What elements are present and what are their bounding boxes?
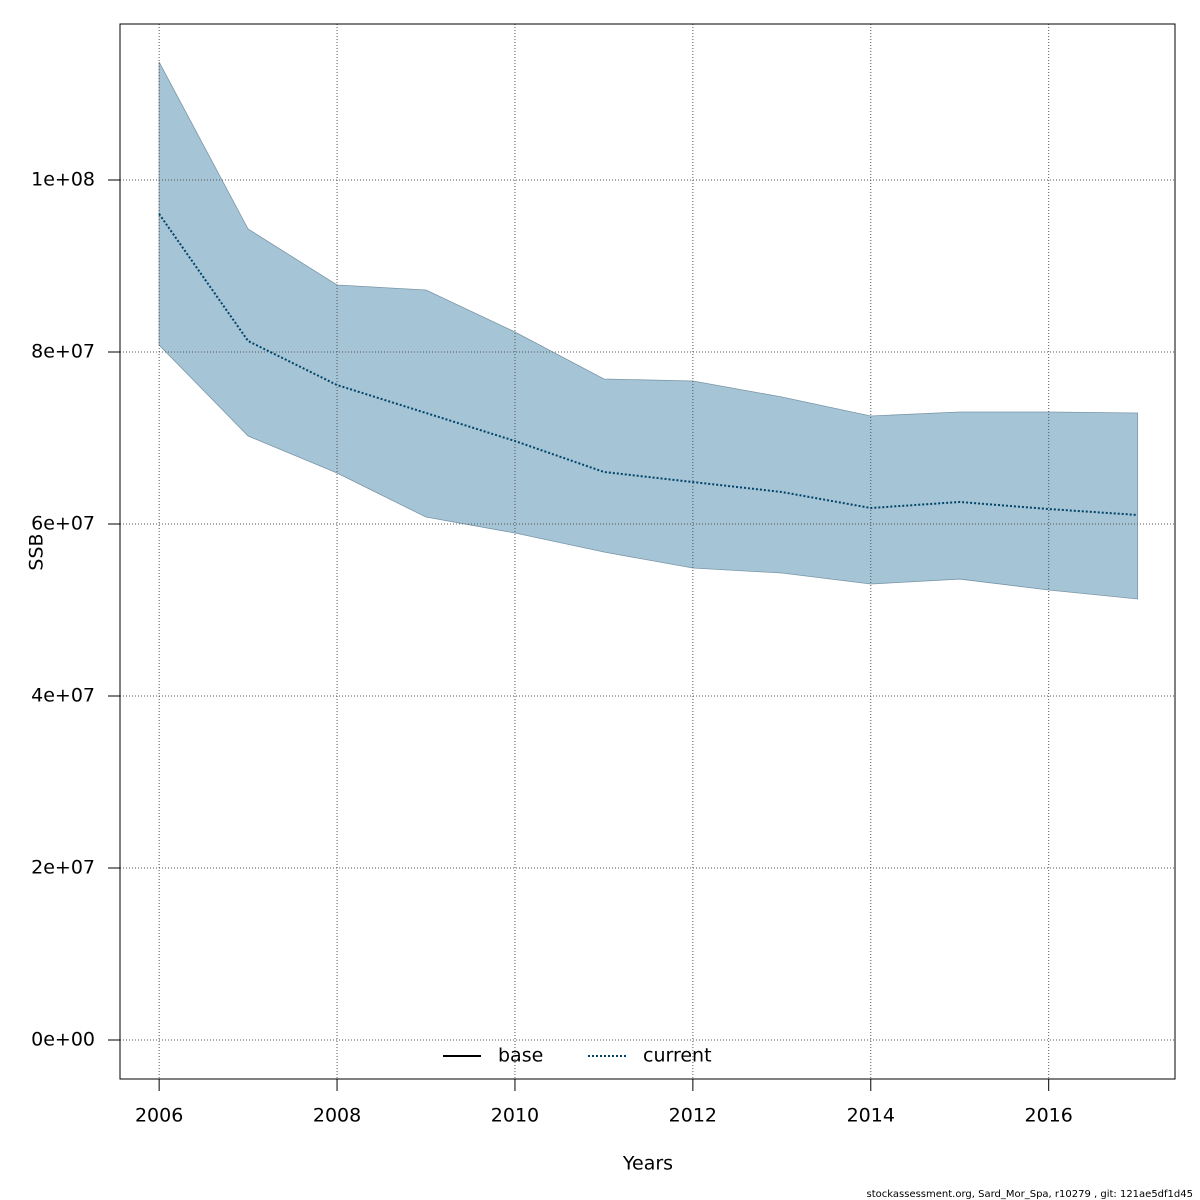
plot-frame — [119, 23, 1176, 1080]
y-axis-label: SSB — [26, 533, 48, 570]
y-tick-label: 6e+07 — [31, 513, 95, 535]
y-tick-label: 4e+07 — [31, 685, 95, 707]
y-tick-label: 8e+07 — [31, 341, 95, 363]
y-tick-label: 1e+08 — [31, 169, 95, 191]
y-tick-label: 2e+07 — [31, 857, 95, 879]
x-tick-label: 2008 — [313, 1105, 361, 1127]
legend-label: base — [498, 1045, 543, 1067]
footer: stockassessment.org, Sard_Mor_Spa, r1027… — [867, 1189, 1193, 1200]
series-line — [158, 213, 1138, 516]
x-tick-label: 2016 — [1025, 1105, 1073, 1127]
x-tick-label: 2010 — [491, 1105, 539, 1127]
x-axis-label: Years — [622, 1153, 673, 1175]
legend-label: current — [643, 1045, 712, 1067]
x-tick-label: 2006 — [135, 1105, 183, 1127]
x-tick-label: 2014 — [847, 1105, 895, 1127]
x-tick-label: 2012 — [669, 1105, 717, 1127]
confidence-band — [158, 61, 1139, 600]
y-tick-label: 0e+00 — [31, 1028, 95, 1050]
